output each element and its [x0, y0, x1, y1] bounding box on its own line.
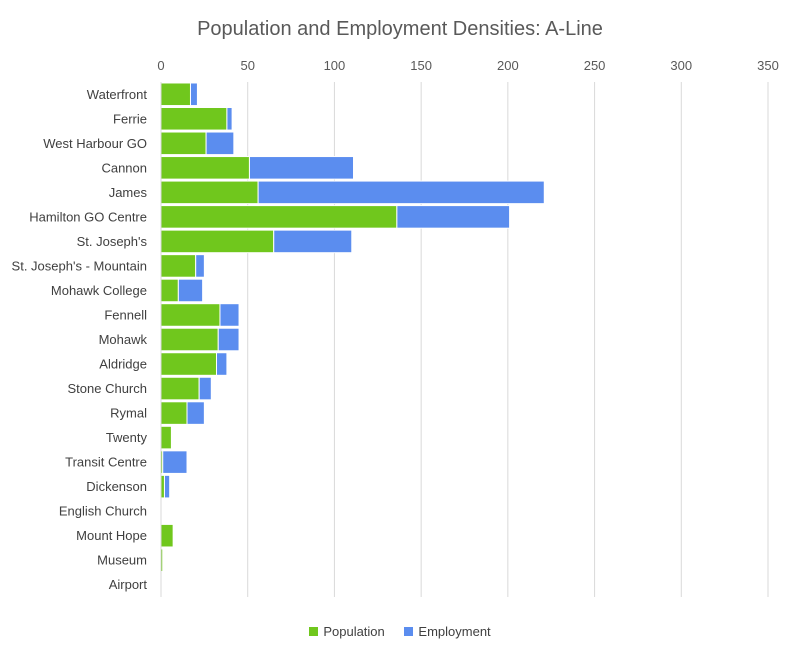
category-label: St. Joseph's	[77, 234, 148, 249]
category-label: James	[109, 185, 148, 200]
category-label: Fennell	[104, 307, 147, 322]
category-label: Waterfront	[87, 87, 148, 102]
x-tick-label: 50	[240, 58, 254, 73]
bar-employment	[195, 254, 205, 278]
x-tick-label: 200	[497, 58, 519, 73]
x-tick-label: 100	[324, 58, 346, 73]
legend-item-population: Population	[309, 624, 385, 639]
category-label: Aldridge	[99, 357, 147, 372]
x-axis-tick-labels: 0 50 100 150 200 250 300 350	[157, 58, 778, 73]
category-label: Cannon	[101, 160, 147, 175]
bar-population	[160, 180, 259, 205]
bar-population	[160, 107, 228, 131]
bar-population	[160, 376, 200, 401]
bar-population	[160, 523, 174, 548]
bar-population	[160, 229, 275, 254]
bar-employment	[217, 327, 240, 352]
x-tick-label: 150	[410, 58, 432, 73]
bar-employment	[162, 450, 188, 474]
bar-employment	[205, 131, 235, 156]
category-label: Ferrie	[113, 111, 147, 126]
bar-population	[160, 401, 188, 425]
employment-swatch	[404, 627, 414, 636]
chart-title: Population and Employment Densities: A-L…	[197, 18, 603, 40]
category-label: Mohawk College	[51, 283, 147, 298]
bar-population	[160, 352, 217, 376]
category-label: Hamilton GO Centre	[29, 209, 147, 224]
bar-population	[160, 303, 221, 327]
bar-population	[160, 254, 197, 278]
bar-employment	[177, 278, 204, 303]
category-label: Airport	[109, 577, 148, 592]
legend: Population Employment	[0, 624, 800, 639]
bar-population	[160, 425, 172, 450]
x-tick-label: 300	[670, 58, 692, 73]
bars	[160, 82, 545, 597]
category-labels: Waterfront Ferrie West Harbour GO Cannon Jam…	[12, 87, 148, 592]
legend-label-employment: Employment	[418, 624, 491, 639]
population-swatch	[309, 627, 319, 636]
category-label: Twenty	[106, 430, 148, 445]
bar-employment	[396, 205, 511, 229]
bar-population	[160, 131, 207, 156]
category-label: West Harbour GO	[43, 136, 147, 151]
legend-item-employment: Employment	[404, 624, 491, 639]
bar-population	[160, 205, 398, 229]
bar-employment	[198, 376, 212, 401]
category-label: St. Joseph's - Mountain	[12, 258, 147, 273]
category-label: Stone Church	[68, 381, 148, 396]
category-label: Rymal	[110, 406, 147, 421]
bar-employment	[189, 82, 198, 107]
bar-employment	[215, 352, 228, 376]
category-label: Mohawk	[99, 332, 148, 347]
bar-employment	[226, 107, 233, 131]
category-label: Transit Centre	[65, 455, 147, 470]
x-tick-label: 0	[157, 58, 164, 73]
bar-population	[160, 278, 179, 303]
bar-employment	[186, 401, 205, 425]
bar-population	[160, 156, 250, 180]
bar-employment	[248, 156, 355, 180]
category-label: Dickenson	[86, 479, 147, 494]
category-label: Mount Hope	[76, 528, 147, 543]
bar-employment	[273, 229, 353, 254]
category-label: Museum	[97, 553, 147, 568]
x-tick-label: 250	[584, 58, 606, 73]
bar-population	[160, 82, 191, 107]
bar-population	[160, 474, 165, 499]
bar-employment	[257, 180, 545, 205]
bar-population	[160, 327, 219, 352]
bar-employment	[219, 303, 240, 327]
x-tick-label: 350	[757, 58, 779, 73]
category-label: English Church	[59, 504, 147, 519]
bar-employment	[163, 474, 171, 499]
legend-label-population: Population	[323, 624, 385, 639]
